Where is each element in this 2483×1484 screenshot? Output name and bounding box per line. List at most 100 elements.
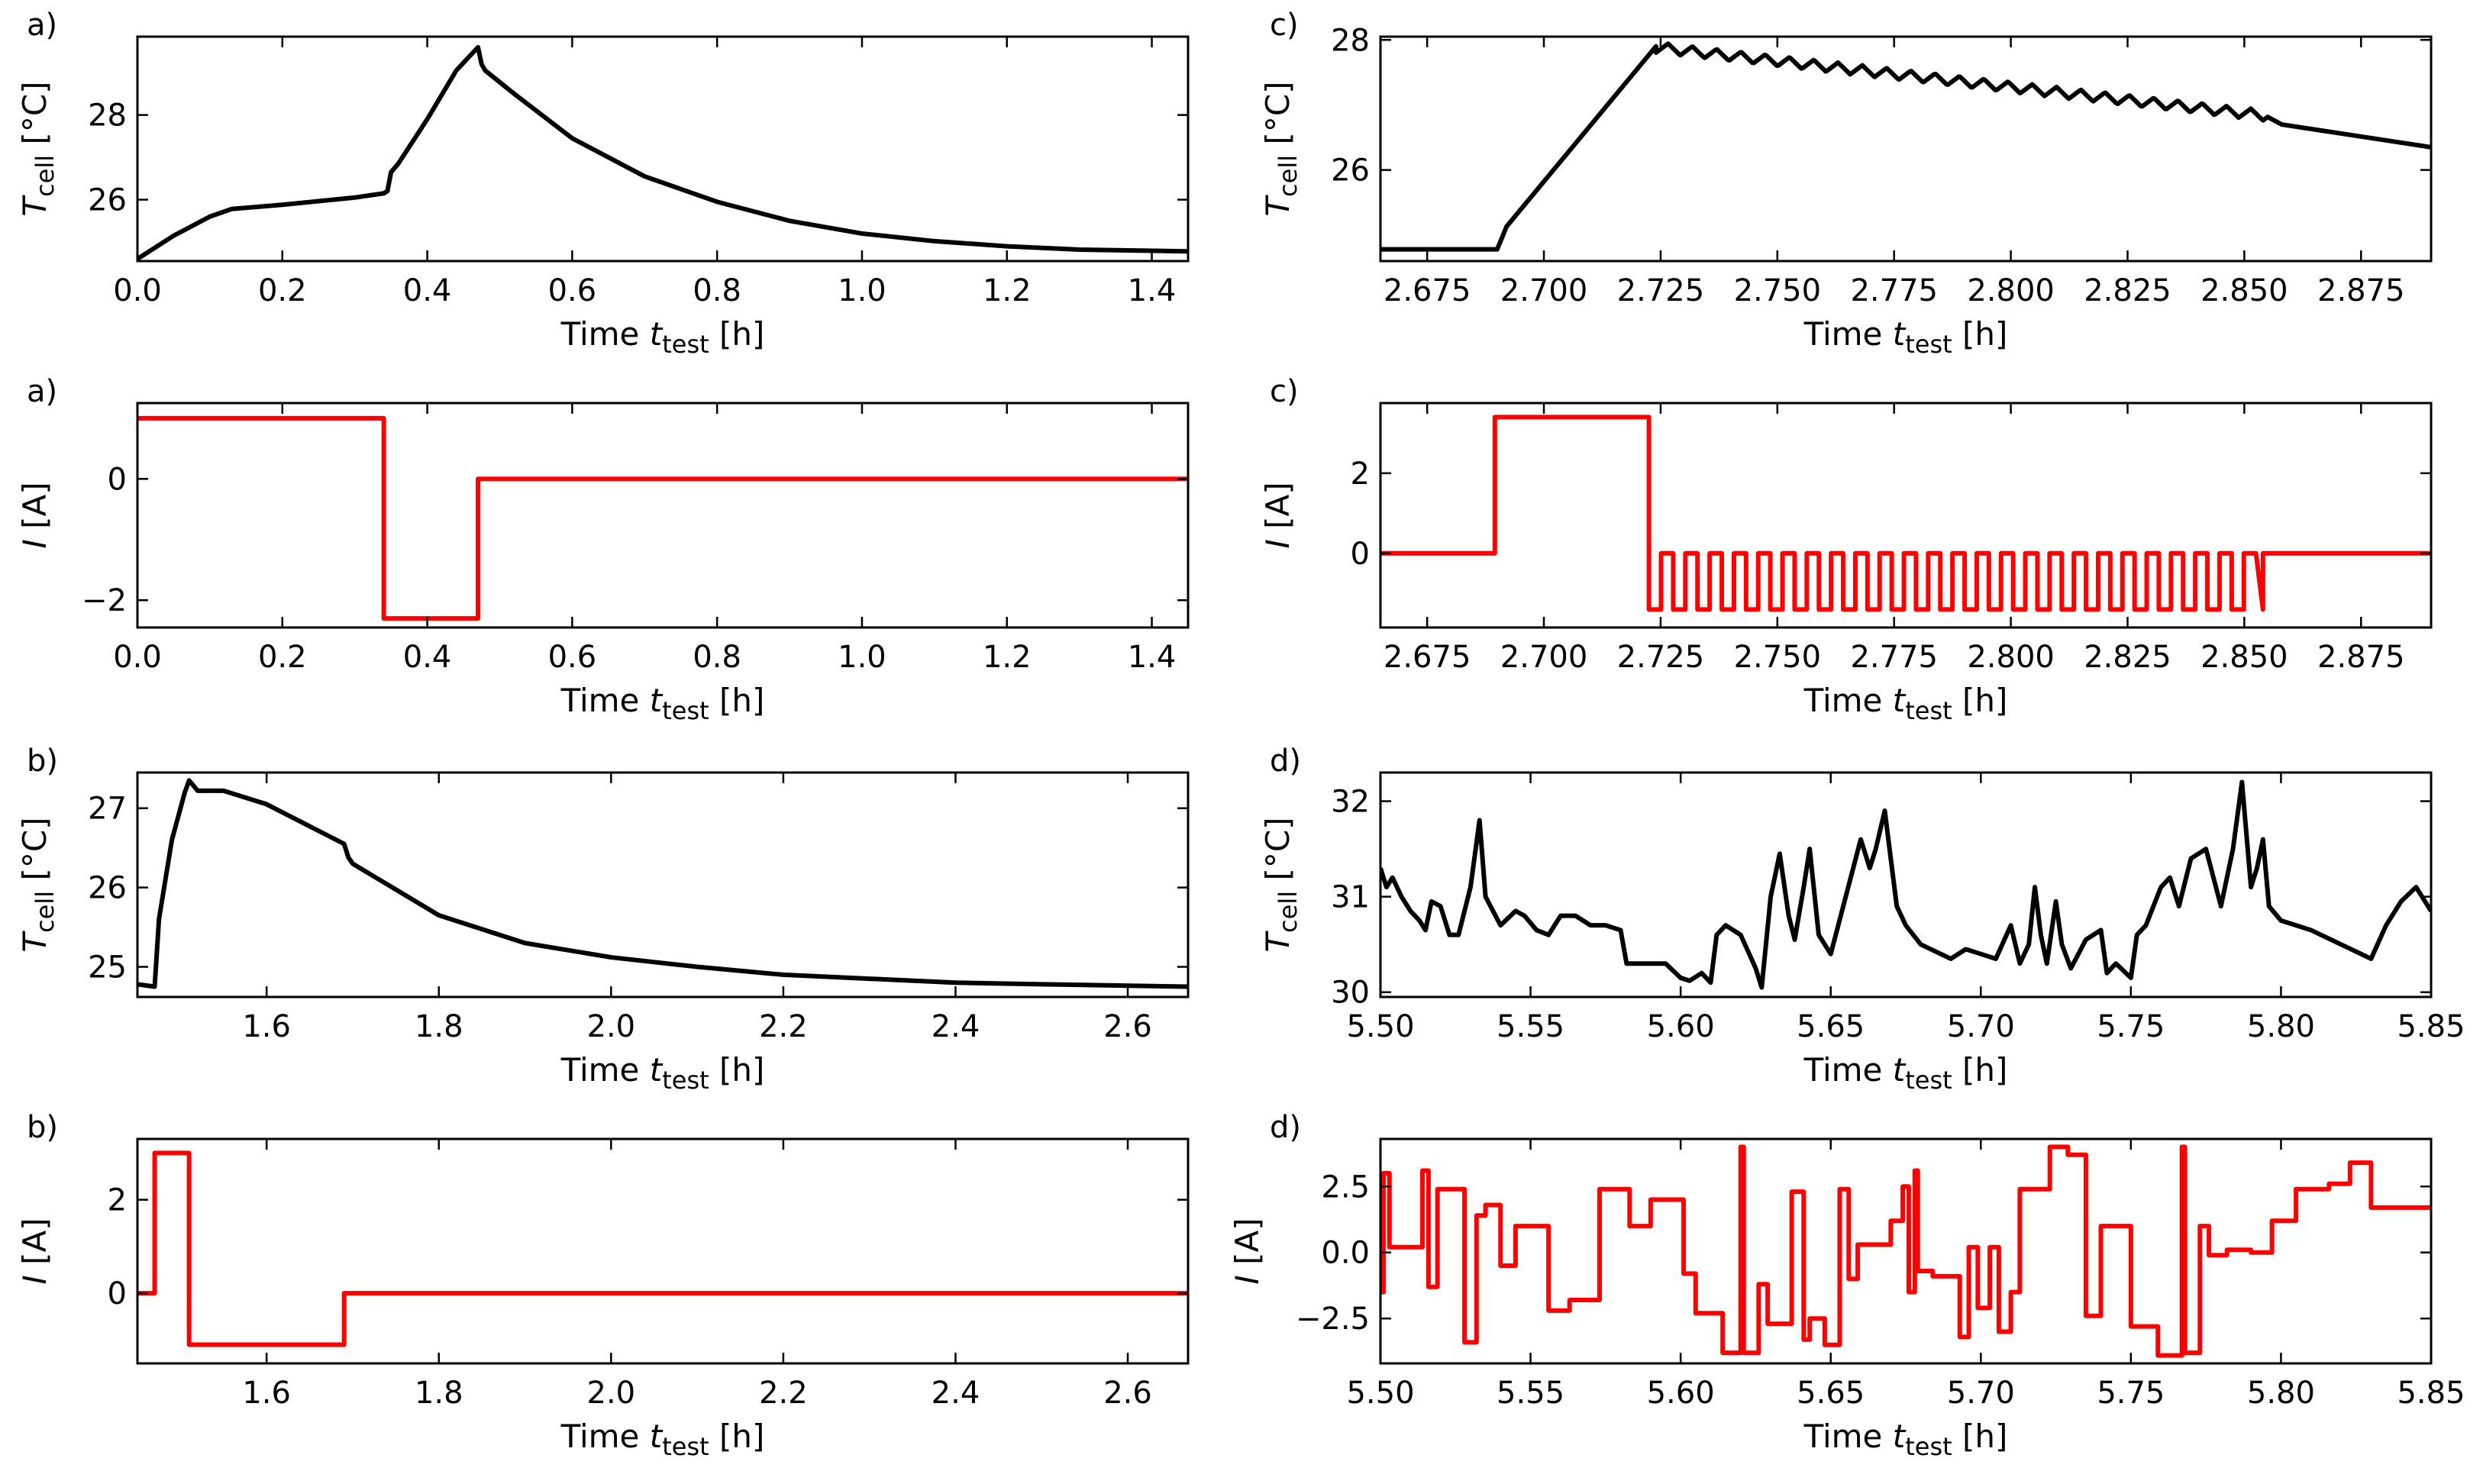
x-tick-label: 5.55 (1497, 1009, 1564, 1044)
x-tick-label: 5.70 (1947, 1376, 2015, 1411)
x-tick-label: 2.6 (1103, 1376, 1152, 1411)
x-tick-label: 5.70 (1947, 1009, 2015, 1044)
y-axis-label: Tcell [°C] (16, 817, 60, 952)
y-axis-label: I [A] (16, 1218, 53, 1284)
x-tick-label: 0.4 (403, 640, 452, 675)
panel-label: d) (1270, 744, 1301, 779)
y-tick-label: 0.0 (1321, 1236, 1370, 1271)
y-tick-label: 0 (108, 1276, 127, 1311)
x-tick-label: 2.2 (759, 1376, 808, 1411)
x-tick-label: 2.850 (2200, 273, 2288, 308)
axes-frame (1379, 1137, 2433, 1365)
x-tick-label: 2.825 (2084, 273, 2171, 308)
x-axis-label: Time ttest [h] (560, 315, 765, 359)
panel-c-temperature: 2.675 2.700 2.725 2.750 2.775 2.800 2.825 2.850… (1259, 8, 2433, 359)
panel-label: c) (1270, 374, 1299, 409)
x-axis-label: Time ttest [h] (1803, 1418, 2008, 1461)
x-tick-label: 0.0 (113, 640, 162, 675)
x-tick-label: 0.8 (693, 273, 741, 308)
x-tick-label: 2.800 (1967, 273, 2055, 308)
x-tick-label: 2.875 (2317, 640, 2405, 675)
x-tick-label: 2.6 (1103, 1009, 1152, 1044)
series-line-b-temp (137, 778, 1188, 989)
x-tick-label: 2.750 (1734, 640, 1822, 675)
x-tick-label: 2.700 (1500, 273, 1588, 308)
series-line-a-temp (137, 44, 1188, 261)
x-tick-label: 0.6 (548, 640, 597, 675)
y-tick-label: 28 (88, 98, 127, 134)
y-axis-label: Tcell [°C] (1259, 817, 1303, 952)
x-tick-label: 5.75 (2097, 1376, 2165, 1411)
y-tick-label: 25 (88, 950, 127, 986)
panel-d-current: 5.50 5.55 5.60 5.65 5.70 5.75 5.80 5.85 −2.5 0.0 2… (1229, 1110, 2465, 1461)
x-tick-label: 5.85 (2397, 1009, 2465, 1044)
x-tick-label: 5.65 (1797, 1009, 1865, 1044)
x-tick-label: 5.55 (1497, 1376, 1564, 1411)
panel-b-current: 1.6 1.8 2.0 2.2 2.4 2.6 0 2 b) Time ttest [h] I [A… (16, 1110, 1190, 1461)
x-tick-label: 1.4 (1128, 273, 1177, 308)
axes-frame (136, 1137, 1190, 1365)
x-tick-label: 1.0 (838, 273, 886, 308)
x-tick-label: 2.850 (2200, 640, 2288, 675)
x-tick-label: 5.80 (2247, 1009, 2315, 1044)
x-tick-label: 2.775 (1850, 273, 1938, 308)
y-axis-label: Tcell [°C] (16, 81, 60, 216)
y-tick-label: 26 (88, 871, 127, 906)
axes-frame (1379, 35, 2433, 263)
axes-frame (136, 35, 1190, 263)
x-tick-label: 0.6 (548, 273, 597, 308)
x-tick-label: 5.75 (2097, 1009, 2165, 1044)
panel-label: a) (27, 8, 57, 43)
x-tick-label: 0.4 (403, 273, 452, 308)
series-line-d-current (1380, 1144, 2431, 1358)
series-line-c-temp (1380, 41, 2431, 252)
series-line-d-temp (1380, 779, 2431, 990)
y-tick-label: 32 (1331, 785, 1370, 820)
panel-label: d) (1270, 1110, 1301, 1145)
panel-d-temperature: 5.50 5.55 5.60 5.65 5.70 5.75 5.80 5.85 30 31 32 d)… (1259, 744, 2465, 1095)
x-tick-label: 1.2 (983, 273, 1032, 308)
x-tick-label: 1.4 (1128, 640, 1177, 675)
series-line-a-current (137, 415, 1188, 621)
y-tick-label: 0 (1351, 537, 1370, 572)
x-tick-label: 2.4 (932, 1376, 980, 1411)
x-tick-label: 5.65 (1797, 1376, 1865, 1411)
y-tick-label: 28 (1331, 23, 1370, 58)
panel-label: c) (1270, 8, 1299, 43)
x-tick-label: 1.2 (983, 640, 1032, 675)
series-line-b-current (137, 1150, 1188, 1347)
x-tick-label: 5.50 (1346, 1376, 1414, 1411)
y-axis-label: I [A] (16, 482, 53, 548)
x-tick-label: 2.725 (1617, 640, 1705, 675)
x-axis-label: Time ttest [h] (560, 682, 765, 725)
axes-frame (136, 771, 1190, 998)
x-tick-label: 5.60 (1647, 1009, 1715, 1044)
x-tick-label: 2.800 (1967, 640, 2055, 675)
y-axis-label: I [A] (1259, 482, 1296, 548)
y-tick-label: 30 (1331, 976, 1370, 1011)
x-tick-label: 5.80 (2247, 1376, 2315, 1411)
x-tick-label: 2.725 (1617, 273, 1705, 308)
x-tick-label: 2.700 (1500, 640, 1588, 675)
x-tick-label: 2.0 (587, 1009, 636, 1044)
x-axis-label: Time ttest [h] (1803, 315, 2008, 359)
y-tick-label: −2.5 (1296, 1302, 1370, 1337)
x-axis-label: Time ttest [h] (1803, 682, 2008, 725)
x-tick-label: 2.825 (2084, 640, 2171, 675)
x-tick-label: 2.750 (1734, 273, 1822, 308)
axes-frame (1379, 402, 2433, 629)
x-tick-label: 1.0 (838, 640, 886, 675)
x-tick-label: 0.2 (258, 273, 307, 308)
x-tick-label: 0.0 (113, 273, 162, 308)
x-axis-label: Time ttest [h] (1803, 1051, 2008, 1095)
x-tick-label: 0.8 (693, 640, 741, 675)
x-tick-label: 1.6 (242, 1376, 291, 1411)
x-tick-label: 1.8 (415, 1009, 463, 1044)
x-tick-label: 2.4 (932, 1009, 980, 1044)
axes-frame (1379, 771, 2433, 998)
x-tick-label: 2.775 (1850, 640, 1938, 675)
x-tick-label: 2.675 (1384, 640, 1471, 675)
x-tick-label: 5.85 (2397, 1376, 2465, 1411)
y-axis-label: Tcell [°C] (1259, 81, 1303, 216)
